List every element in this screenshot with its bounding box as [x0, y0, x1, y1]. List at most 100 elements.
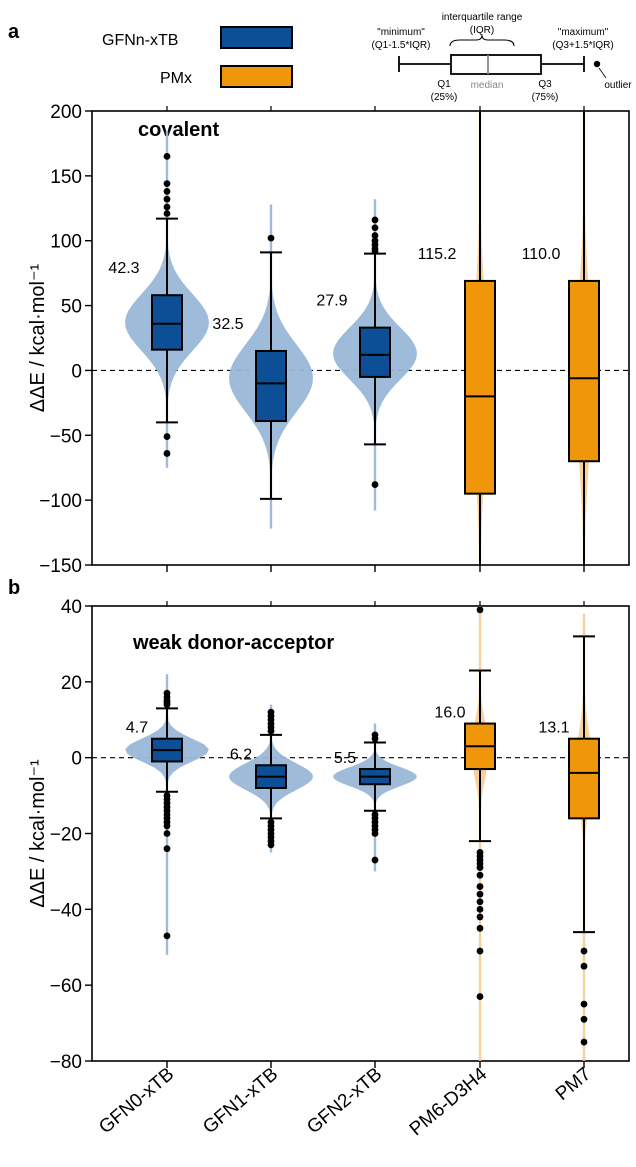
y-tick-label: −50 — [50, 426, 82, 447]
iqr-box — [568, 279, 600, 463]
outlier-point — [476, 993, 484, 1000]
plot-frame — [91, 605, 630, 1062]
annotation-label: 6.2 — [230, 746, 252, 763]
panel-title: covalent — [138, 119, 219, 141]
x-tick-label: GFN2-xTB — [303, 1064, 386, 1138]
outlier-point — [371, 731, 379, 739]
iqr-box — [151, 294, 183, 351]
key-iqr-sub: (IQR) — [470, 25, 494, 36]
outlier-point — [163, 822, 171, 830]
x-tick-label: PM7 — [552, 1064, 595, 1105]
annotation-label: 110.0 — [522, 246, 561, 263]
key-iqr-title: interquartile range — [442, 12, 523, 23]
panel-label-b: b — [8, 577, 20, 599]
outlier-point — [580, 1015, 588, 1023]
outlier-point — [476, 924, 484, 932]
key-q3-pct: (75%) — [532, 92, 559, 103]
y-tick-label: 150 — [50, 167, 82, 188]
series-GFN2-xTB: 27.9 — [316, 199, 417, 511]
series-PM6-D3H4: 16.0 — [434, 606, 496, 1061]
iqr-box — [255, 349, 287, 423]
series-PM6-D3H4: 115.2 — [418, 111, 496, 565]
outlier-point — [476, 905, 484, 913]
annotation-label: 5.5 — [334, 750, 356, 767]
y-tick-label: 40 — [61, 597, 82, 618]
y-tick-label: −80 — [50, 1052, 82, 1073]
outlier-point — [371, 216, 379, 224]
key-q1-pct: (25%) — [431, 92, 458, 103]
outlier-point — [476, 606, 484, 614]
x-tick-label: PM6-D3H4 — [406, 1063, 492, 1140]
outlier-point — [163, 210, 171, 217]
outlier-point — [371, 481, 379, 488]
key-box — [450, 54, 542, 75]
outlier-point — [163, 153, 171, 160]
outlier-point — [371, 830, 379, 837]
iqr-box — [359, 326, 391, 378]
outlier-point — [476, 864, 484, 872]
outlier-point — [267, 841, 275, 849]
outlier-point — [476, 898, 484, 906]
key-outlier-label: outlier — [604, 80, 632, 91]
annotation-label: 27.9 — [316, 293, 347, 310]
iqr-box — [568, 737, 600, 820]
outlier-point — [163, 845, 171, 853]
outlier-point — [163, 433, 171, 440]
y-tick-label: 200 — [50, 102, 82, 123]
outlier-point — [476, 883, 484, 890]
annotation-label: 4.7 — [126, 720, 148, 737]
annotation-label: 42.3 — [108, 260, 139, 277]
legend-label-gfn: GFNn-xTB — [102, 32, 178, 49]
key-outlier-dot — [593, 60, 601, 68]
x-tick-label: GFN1-xTB — [199, 1064, 282, 1138]
outlier-point — [580, 1000, 588, 1008]
series-PM7: 110.0 — [522, 111, 600, 565]
outlier-point — [371, 224, 379, 232]
outlier-point — [580, 1038, 588, 1046]
y-tick-label: 100 — [50, 232, 82, 253]
series-GFN1-xTB: 6.2 — [229, 704, 313, 853]
outlier-point — [163, 203, 171, 211]
panel-label-a: a — [8, 21, 20, 43]
key-min-title: "minimum" — [377, 27, 425, 38]
outlier-point — [163, 195, 171, 203]
outlier-point — [163, 188, 171, 195]
outlier-point — [163, 830, 171, 837]
outlier-point — [163, 180, 171, 188]
y-tick-label: 0 — [71, 749, 82, 770]
outlier-point — [267, 727, 275, 735]
outlier-point — [476, 890, 484, 898]
outlier-point — [476, 871, 484, 879]
legend: GFNn-xTB PMx — [102, 26, 293, 88]
annotation-label: 16.0 — [434, 705, 465, 722]
series-GFN0-xTB: 42.3 — [108, 130, 209, 468]
key-q1: Q1 — [437, 79, 451, 90]
key-q3: Q3 — [538, 79, 552, 90]
outlier-point — [371, 232, 379, 239]
x-axis: GFN0-xTB GFN1-xTB GFN2-xTB PM6-D3H4 PM7 — [95, 1063, 595, 1140]
y-tick-label: 0 — [71, 361, 82, 382]
outlier-point — [580, 962, 588, 970]
panel-b-weak-donor-acceptor: −80 −60 −40 −20 0 20 40 ΔΔE / kcal·mol⁻¹ weak do… — [27, 597, 630, 1073]
legend-swatch-gfn — [220, 26, 293, 49]
y-tick-label: −60 — [50, 976, 82, 997]
y-tick-label: −150 — [39, 556, 82, 577]
annotation-label: 13.1 — [538, 720, 569, 737]
x-tick-label: GFN0-xTB — [95, 1064, 178, 1138]
series-GFN1-xTB: 32.5 — [212, 204, 313, 529]
outlier-point — [371, 247, 379, 255]
annotation-label: 32.5 — [212, 316, 243, 333]
boxplot-key: interquartile range (IQR) "minimum" (Q1-… — [372, 12, 633, 103]
y-tick-label: 20 — [61, 673, 82, 694]
series-GFN2-xTB: 5.5 — [333, 723, 417, 872]
annotation-label: 115.2 — [418, 246, 457, 263]
y-tick-label: 50 — [61, 297, 82, 318]
key-min-sub: (Q1-1.5*IQR) — [372, 40, 431, 51]
key-median-label: median — [471, 80, 504, 91]
series-PM7: 13.1 — [538, 613, 600, 1061]
outlier-point — [371, 856, 379, 864]
outlier-point — [476, 947, 484, 955]
outlier-point — [163, 450, 171, 457]
y-tick-label: −100 — [39, 491, 82, 512]
